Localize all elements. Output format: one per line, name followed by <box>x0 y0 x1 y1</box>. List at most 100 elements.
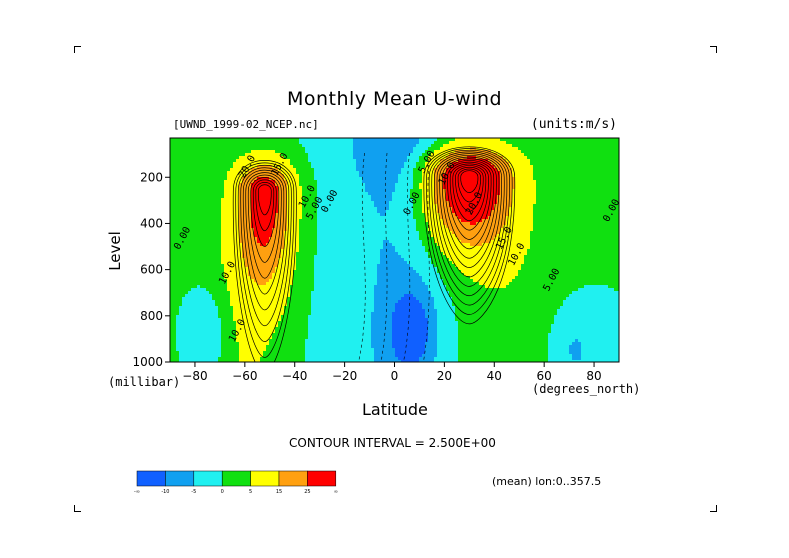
field-cell <box>602 147 606 151</box>
field-cell <box>260 180 264 184</box>
field-cell <box>425 225 429 229</box>
field-cell <box>548 183 552 187</box>
field-cell <box>470 225 474 229</box>
field-cell <box>341 165 345 169</box>
field-cell <box>455 150 459 154</box>
field-cell <box>557 156 561 160</box>
field-cell <box>257 138 261 142</box>
field-cell <box>395 195 399 199</box>
field-cell <box>581 177 585 181</box>
field-cell <box>581 222 585 226</box>
field-cell <box>350 159 354 163</box>
field-cell <box>353 162 357 166</box>
field-cell <box>254 177 258 181</box>
field-cell <box>311 219 315 223</box>
field-cell <box>533 213 537 217</box>
field-cell <box>299 216 303 220</box>
field-cell <box>524 207 528 211</box>
field-cell <box>587 144 591 148</box>
field-cell <box>284 156 288 160</box>
field-cell <box>575 153 579 157</box>
field-cell <box>188 153 192 157</box>
field-cell <box>467 201 471 205</box>
field-cell <box>542 177 546 181</box>
field-cell <box>206 171 210 175</box>
field-cell <box>326 192 330 196</box>
field-cell <box>269 150 273 154</box>
field-cell <box>347 228 351 232</box>
field-cell <box>320 225 324 229</box>
field-cell <box>371 180 375 184</box>
field-cell <box>281 153 285 157</box>
field-cell <box>512 207 516 211</box>
field-cell <box>254 156 258 160</box>
field-cell <box>245 174 249 178</box>
field-cell <box>614 156 618 160</box>
field-cell <box>173 141 177 145</box>
field-cell <box>185 159 189 163</box>
field-cell <box>401 210 405 214</box>
field-cell <box>596 177 600 181</box>
field-cell <box>581 168 585 172</box>
field-cell <box>206 150 210 154</box>
field-cell <box>317 168 321 172</box>
field-cell <box>605 147 609 151</box>
field-cell <box>329 144 333 148</box>
field-cell <box>566 162 570 166</box>
field-cell <box>317 171 321 175</box>
field-cell <box>470 210 474 214</box>
field-cell <box>356 204 360 208</box>
field-cell <box>536 204 540 208</box>
field-cell <box>353 153 357 157</box>
field-cell <box>473 207 477 211</box>
field-cell <box>311 150 315 154</box>
field-cell <box>263 189 267 193</box>
field-cell <box>413 162 417 166</box>
field-cell <box>296 204 300 208</box>
field-cell <box>410 207 414 211</box>
field-cell <box>548 207 552 211</box>
field-cell <box>272 141 276 145</box>
field-cell <box>536 180 540 184</box>
field-cell <box>284 165 288 169</box>
field-cell <box>593 168 597 172</box>
field-cell <box>452 210 456 214</box>
field-cell <box>347 213 351 217</box>
field-cell <box>431 213 435 217</box>
field-cell <box>563 222 567 226</box>
field-cell <box>194 150 198 154</box>
field-cell <box>554 195 558 199</box>
field-cell <box>548 138 552 142</box>
field-cell <box>443 165 447 169</box>
field-cell <box>557 150 561 154</box>
field-cell <box>251 165 255 169</box>
field-cell <box>350 147 354 151</box>
field-cell <box>533 138 537 142</box>
field-cell <box>578 141 582 145</box>
field-cell <box>548 147 552 151</box>
field-cell <box>386 147 390 151</box>
field-cell <box>482 144 486 148</box>
field-cell <box>176 165 180 169</box>
field-cell <box>188 201 192 205</box>
field-cell <box>317 156 321 160</box>
field-cell <box>617 162 619 166</box>
field-cell <box>575 186 579 190</box>
field-cell <box>194 222 198 226</box>
field-cell <box>227 207 231 211</box>
field-cell <box>239 156 243 160</box>
field-cell <box>497 171 501 175</box>
field-cell <box>431 150 435 154</box>
field-cell <box>383 171 387 175</box>
field-cell <box>341 162 345 166</box>
field-cell <box>365 153 369 157</box>
field-cell <box>470 153 474 157</box>
field-cell <box>515 162 519 166</box>
field-cell <box>305 174 309 178</box>
field-cell <box>578 150 582 154</box>
field-cell <box>224 165 228 169</box>
field-cell <box>338 153 342 157</box>
field-cell <box>212 201 216 205</box>
field-cell <box>578 204 582 208</box>
field-cell <box>509 156 513 160</box>
